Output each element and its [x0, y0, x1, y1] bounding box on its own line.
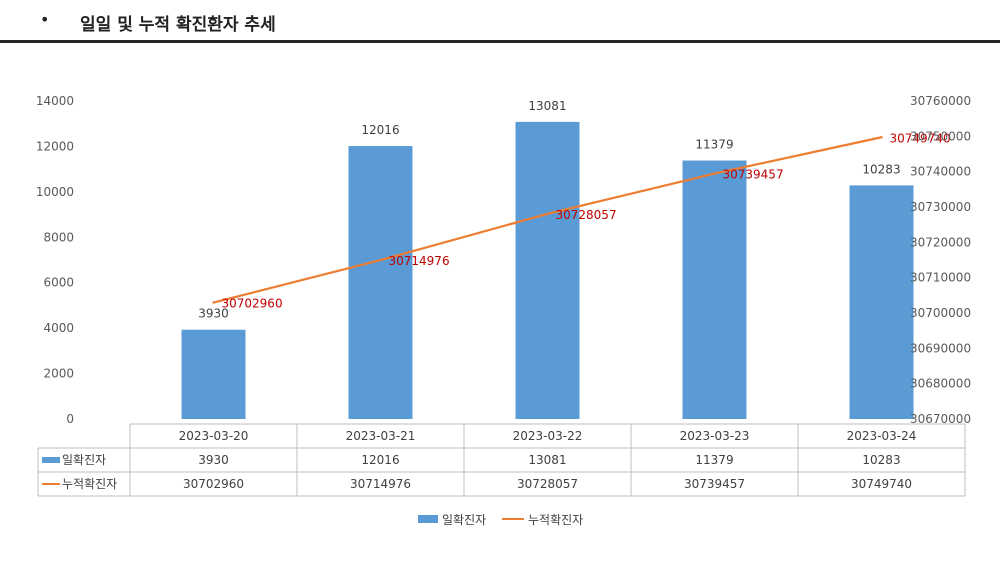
table-row-label: 누적확진자 [62, 477, 117, 491]
y-right-tick-label: 30740000 [910, 165, 971, 179]
y-right-tick-label: 30670000 [910, 412, 971, 426]
y-left-tick-label: 14000 [36, 94, 74, 108]
table-cell: 3930 [198, 453, 229, 467]
y-left-tick-label: 12000 [36, 139, 74, 153]
line-point [546, 212, 549, 216]
table-cell: 10283 [862, 453, 900, 467]
y-left-tick-label: 2000 [43, 367, 74, 381]
title-bullet: • [40, 10, 50, 29]
line-value-label: 30749740 [890, 131, 951, 145]
line-point [713, 172, 716, 175]
y-right-tick-label: 30760000 [910, 94, 971, 108]
bars-layer [181, 121, 914, 420]
bar [515, 121, 580, 420]
table-cell: 30749740 [851, 477, 912, 491]
table-cell: 30714976 [350, 477, 411, 491]
bar [348, 146, 413, 420]
legend-label: 누적확진자 [528, 513, 583, 527]
table-key-bar [42, 457, 60, 463]
page-title: 일일 및 누적 확진환자 추세 [80, 15, 276, 35]
y-right-tick-label: 30710000 [910, 271, 971, 285]
y-axis-left: 0 2000 4000 6000 8000 10000 12000 14000 [36, 94, 74, 426]
legend-label: 일확진자 [442, 513, 486, 527]
bar-value-label: 3930 [198, 307, 229, 321]
page-header: • 일일 및 누적 확진환자 추세 [0, 0, 1000, 43]
line-value-label: 30739457 [723, 168, 784, 182]
y-right-tick-label: 30680000 [910, 377, 971, 391]
y-right-tick-label: 30720000 [910, 235, 971, 249]
line-value-label: 30702960 [222, 297, 283, 311]
y-right-tick-label: 30700000 [910, 306, 971, 320]
labels-layer: 3930 12016 13081 11379 10283 30702960 30714976… [198, 99, 950, 321]
bar-value-label: 12016 [361, 123, 399, 137]
line-point [880, 136, 883, 139]
table-category-label: 2023-03-24 [847, 429, 917, 443]
header-divider [0, 40, 1000, 43]
data-table: 2023-03-20 2023-03-21 2023-03-22 2023-03-23… [37, 423, 966, 497]
legend-bar-key [418, 515, 438, 523]
y-axis-right: 30670000 30680000 30690000 30700000 30710000… [910, 94, 971, 426]
table-row-label: 일확진자 [62, 453, 106, 467]
y-left-tick-label: 4000 [43, 321, 74, 335]
bar [181, 329, 246, 419]
bar-value-label: 11379 [695, 138, 733, 152]
y-left-tick-label: 6000 [43, 276, 74, 290]
table-category-label: 2023-03-22 [513, 429, 583, 443]
line-value-label: 30714976 [389, 254, 450, 268]
y-right-tick-label: 30690000 [910, 341, 971, 355]
legend: 일확진자 누적확진자 [418, 513, 583, 527]
y-right-tick-label: 30730000 [910, 200, 971, 214]
table-cell: 30702960 [183, 477, 244, 491]
line-layer [212, 136, 883, 304]
y-left-tick-label: 8000 [43, 230, 74, 244]
table-cell: 30739457 [684, 477, 745, 491]
table-category-label: 2023-03-21 [346, 429, 416, 443]
y-left-tick-label: 0 [66, 412, 74, 426]
y-right-tick-label: 30750000 [910, 129, 971, 143]
bar [682, 160, 747, 419]
table-cell: 11379 [695, 453, 733, 467]
line-value-label: 30728057 [556, 208, 617, 222]
table-category-label: 2023-03-20 [179, 429, 249, 443]
bar [849, 185, 914, 419]
bar-value-label: 10283 [862, 162, 900, 176]
table-cell: 13081 [528, 453, 566, 467]
table-cell: 30728057 [517, 477, 578, 491]
table-category-label: 2023-03-23 [680, 429, 750, 443]
y-left-tick-label: 10000 [36, 185, 74, 199]
line-point [212, 301, 215, 304]
table-cell: 12016 [361, 453, 399, 467]
line-point [379, 258, 382, 262]
bar-value-label: 13081 [528, 99, 566, 113]
